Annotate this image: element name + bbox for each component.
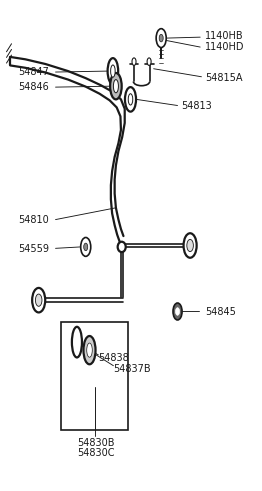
Circle shape [156, 28, 166, 48]
Circle shape [84, 243, 88, 251]
Circle shape [176, 308, 179, 315]
Circle shape [159, 34, 163, 42]
Bar [61, 322, 128, 430]
Ellipse shape [128, 94, 133, 105]
Circle shape [187, 240, 193, 251]
Text: 54846: 54846 [19, 82, 49, 92]
Text: 54813: 54813 [181, 101, 212, 110]
Text: 54838: 54838 [98, 353, 129, 363]
Circle shape [132, 58, 136, 65]
Text: 54845: 54845 [205, 307, 236, 318]
Circle shape [173, 303, 182, 320]
Circle shape [147, 58, 151, 65]
Text: 54847: 54847 [18, 67, 49, 77]
Ellipse shape [125, 87, 136, 111]
Ellipse shape [110, 73, 122, 99]
Text: 54830B: 54830B [77, 437, 114, 447]
Text: 1140HD: 1140HD [205, 42, 245, 52]
Text: 54559: 54559 [18, 244, 49, 254]
Text: 1140HB: 1140HB [205, 31, 244, 41]
Circle shape [81, 238, 91, 256]
Ellipse shape [84, 336, 96, 364]
Ellipse shape [111, 65, 115, 77]
Ellipse shape [113, 80, 118, 93]
Ellipse shape [87, 343, 92, 357]
Ellipse shape [72, 327, 82, 357]
Circle shape [35, 294, 42, 306]
Ellipse shape [118, 242, 126, 252]
Circle shape [32, 288, 45, 312]
Ellipse shape [108, 58, 118, 84]
Text: 54837B: 54837B [113, 364, 151, 374]
Circle shape [184, 233, 197, 258]
Text: 54810: 54810 [19, 215, 49, 224]
Text: 54815A: 54815A [205, 73, 243, 82]
Text: 54830C: 54830C [77, 448, 114, 458]
